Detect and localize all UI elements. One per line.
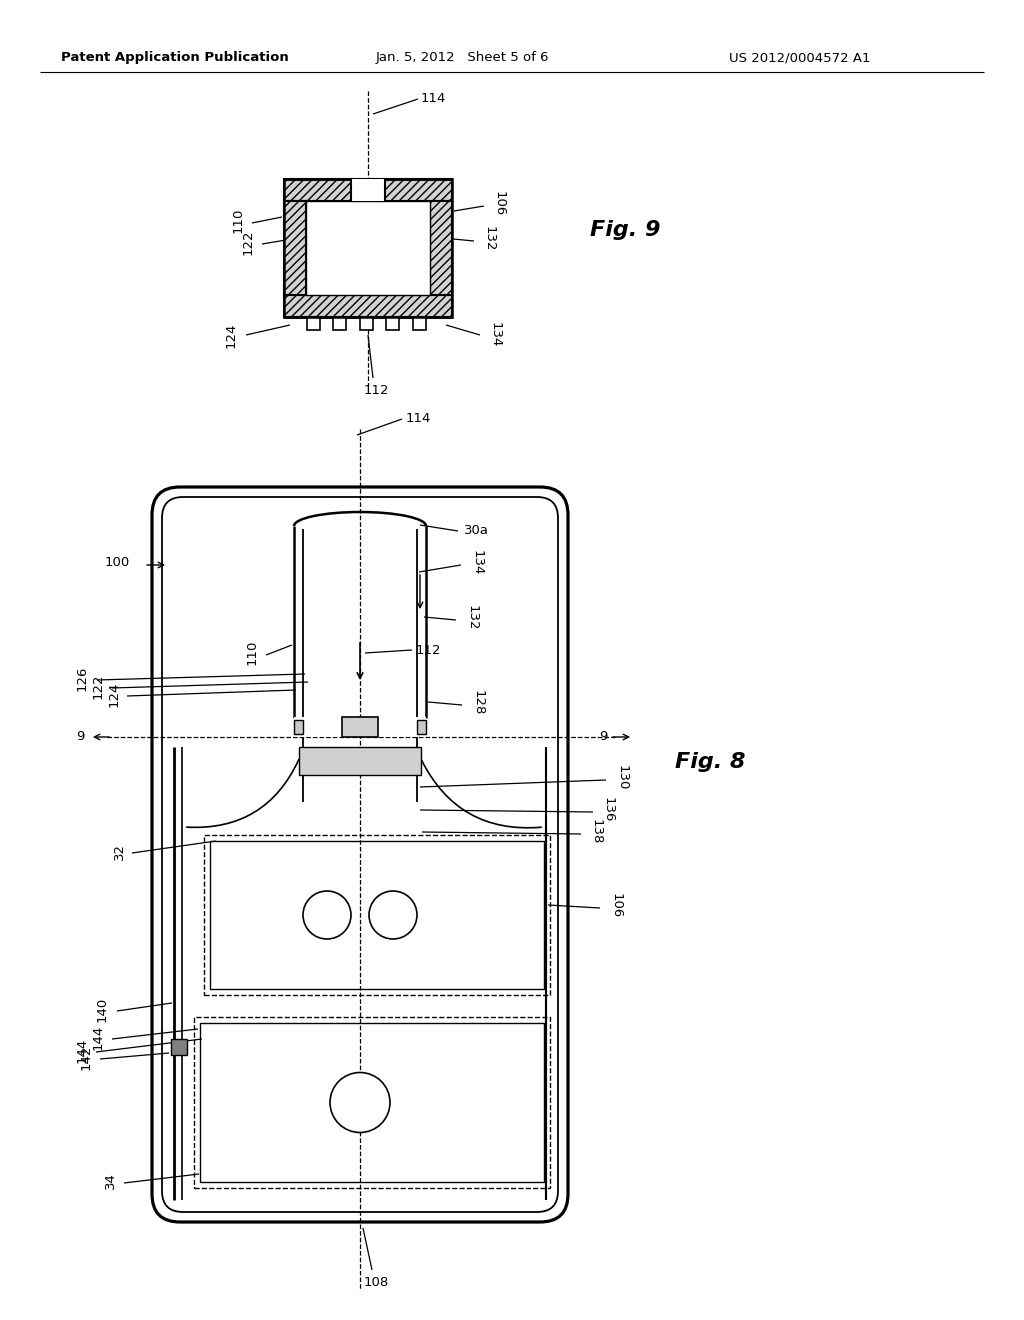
Bar [333, 317, 346, 330]
Bar [430, 201, 452, 294]
Text: 30a: 30a [464, 524, 488, 537]
Text: 114: 114 [420, 92, 445, 106]
Text: 112: 112 [364, 384, 389, 396]
Text: 140: 140 [95, 997, 109, 1022]
Circle shape [303, 891, 351, 939]
Bar [194, 1016, 550, 1188]
Text: Patent Application Publication: Patent Application Publication [61, 51, 289, 65]
Text: 112: 112 [416, 644, 440, 656]
Bar [299, 747, 421, 775]
Bar [306, 201, 430, 294]
Bar [284, 201, 306, 294]
Bar [210, 841, 544, 989]
Text: 144: 144 [76, 1038, 88, 1063]
Text: 134: 134 [488, 322, 502, 347]
Text: 100: 100 [104, 557, 130, 569]
Text: 144: 144 [91, 1024, 104, 1049]
Bar [284, 180, 452, 201]
Bar [386, 317, 399, 330]
Text: 106: 106 [493, 191, 506, 216]
Bar [294, 719, 303, 734]
Text: 134: 134 [470, 550, 483, 576]
Bar [284, 180, 452, 317]
Text: 9: 9 [76, 730, 84, 743]
Text: 138: 138 [590, 820, 602, 845]
Bar [351, 180, 385, 201]
Text: 110: 110 [246, 639, 258, 665]
Text: 34: 34 [103, 1172, 117, 1189]
Text: Fig. 8: Fig. 8 [675, 752, 745, 772]
Bar [360, 317, 373, 330]
Bar [342, 717, 378, 737]
Text: 132: 132 [482, 226, 496, 252]
Text: 122: 122 [91, 673, 104, 698]
Text: 110: 110 [231, 207, 245, 232]
Text: 106: 106 [609, 894, 623, 919]
Text: 142: 142 [80, 1044, 92, 1069]
Text: 128: 128 [471, 690, 484, 715]
Text: 9: 9 [599, 730, 607, 743]
Text: 114: 114 [406, 412, 431, 425]
Text: 124: 124 [224, 322, 238, 347]
Bar [413, 317, 426, 330]
Text: 126: 126 [76, 665, 88, 690]
Bar [171, 1039, 187, 1055]
Text: 32: 32 [113, 842, 126, 859]
Text: 122: 122 [242, 230, 255, 255]
Bar [307, 317, 319, 330]
Text: 132: 132 [466, 606, 478, 631]
Circle shape [330, 1072, 390, 1133]
Text: 130: 130 [615, 766, 629, 791]
Text: Jan. 5, 2012   Sheet 5 of 6: Jan. 5, 2012 Sheet 5 of 6 [375, 51, 549, 65]
FancyBboxPatch shape [152, 487, 568, 1222]
Bar [200, 1023, 544, 1181]
Text: 124: 124 [108, 681, 121, 706]
Bar [284, 294, 452, 317]
Text: US 2012/0004572 A1: US 2012/0004572 A1 [729, 51, 870, 65]
Circle shape [369, 891, 417, 939]
Text: 108: 108 [364, 1275, 389, 1288]
Text: 136: 136 [601, 797, 614, 822]
Bar [417, 719, 426, 734]
Bar [294, 717, 426, 737]
Bar [204, 836, 550, 995]
Text: Fig. 9: Fig. 9 [590, 220, 660, 240]
Bar [306, 201, 430, 294]
